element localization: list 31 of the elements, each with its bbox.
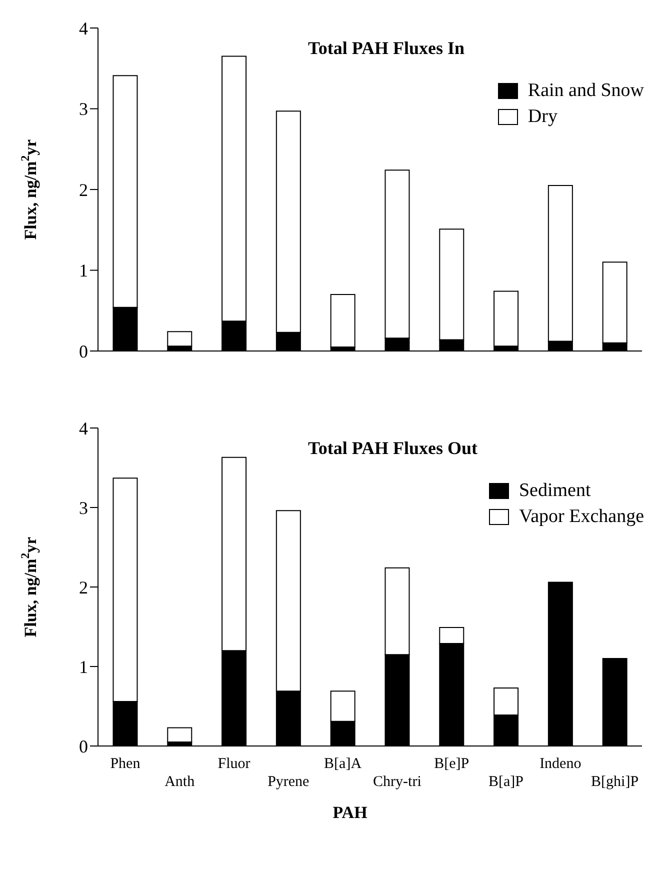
y-tick-label: 0	[79, 341, 88, 362]
x-tick-label: Pyrene	[268, 774, 310, 790]
legend-label: Rain and Snow	[528, 79, 644, 103]
y-tick-label: 3	[79, 498, 88, 518]
x-tick-label: Anth	[164, 774, 196, 790]
y-tick-label: 3	[79, 99, 88, 120]
bar	[494, 290, 519, 347]
text: Total PAH Fluxes Out	[308, 438, 478, 459]
x-tick-label: Phen	[110, 756, 141, 772]
x-tick-label: Fluor	[218, 756, 250, 772]
y-tick-label: 2	[79, 577, 88, 598]
bar	[330, 294, 356, 348]
x-tick-label: B[e]P	[434, 756, 470, 772]
x-tick-label: B[a]P	[488, 774, 524, 790]
x-axis-title: PAH	[332, 803, 368, 822]
x-tick-label: Chry-tri	[373, 774, 422, 790]
y-tick-label: 1	[79, 656, 88, 677]
legend-label: Vapor Exchange	[518, 505, 644, 529]
text: Total PAH Fluxes In	[308, 38, 465, 59]
y-tick-label: 4	[79, 18, 88, 38]
y-tick-label: 1	[79, 260, 88, 281]
y-tick-label: 4	[79, 418, 88, 438]
x-tick-label: B[ghi]P	[591, 774, 639, 790]
y-tick-label: 0	[79, 736, 88, 756]
legend-label: Dry	[528, 105, 558, 129]
bar	[167, 727, 192, 743]
y-tick-label: 2	[79, 180, 88, 200]
legend-label: Sediment	[518, 479, 591, 503]
bar	[167, 331, 192, 347]
x-tick-label: Indeno	[540, 756, 582, 772]
x-tick-label: B[a]A	[324, 756, 362, 772]
